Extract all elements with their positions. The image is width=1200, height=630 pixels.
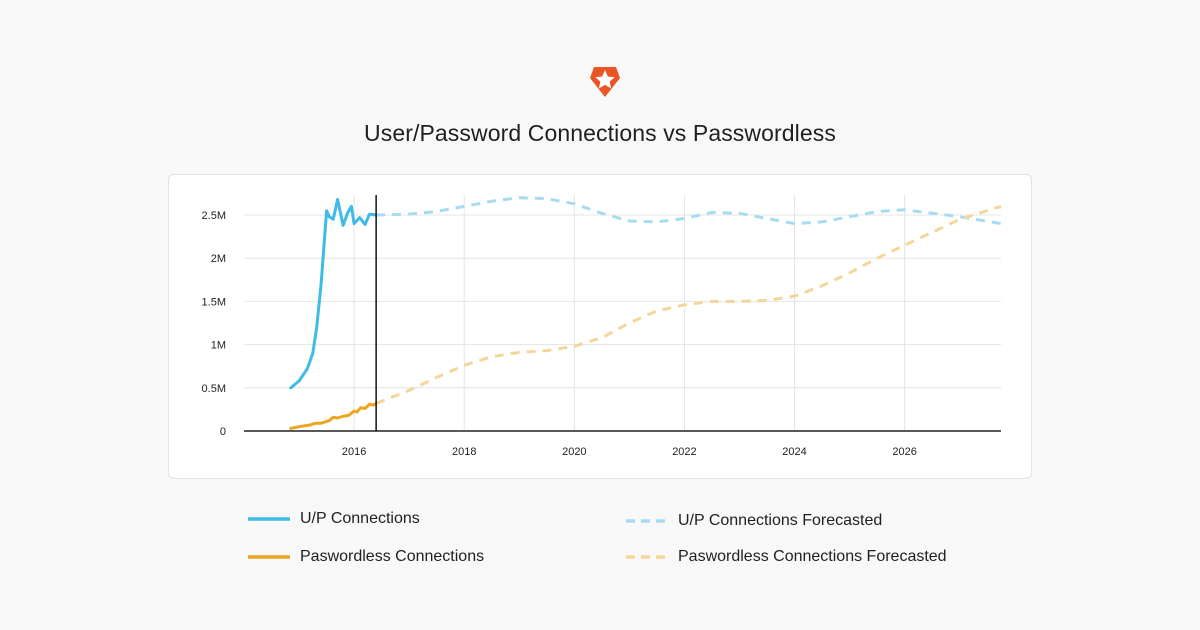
x-tick-label: 2026 [892,446,916,458]
legend-item-passwordless-connections-forecasted: Paswordless Connections Forecasted [626,548,947,566]
y-tick-label: 2.5M [202,210,226,222]
x-tick-label: 2016 [342,446,366,458]
series-line-paswordless-connections-forecasted [375,204,1002,405]
legend-label: Paswordless Connections Forecasted [678,548,947,565]
legend-swatch-solid-blue [248,517,290,521]
legend-item-passwordless-connections: Paswordless Connections [248,548,484,566]
series-line-paswordless-connections [289,401,378,430]
y-tick-label: 0 [220,426,226,438]
legend-label: U/P Connections Forecasted [678,512,883,529]
y-tick-label: 1M [211,340,226,352]
legend-swatch-dashed-blue [626,519,668,523]
y-tick-label: 2M [211,253,226,265]
legend-swatch-dashed-orange [626,555,668,559]
legend-label: Paswordless Connections [300,548,485,565]
chart-card: 0 0.5M 1M 1.5M 2M 2.5M 2016 2018 2020 2022 2024 202… [168,174,1032,479]
chart-title: User/Password Connections vs Passwordles… [364,120,836,146]
legend-item-up-connections-forecasted: U/P Connections Forecasted [626,512,882,530]
legend-item-up-connections: U/P Connections [248,510,420,528]
x-tick-label: 2018 [452,446,476,458]
x-tick-label: 2024 [782,446,806,458]
legend-swatch-solid-orange [248,555,290,559]
legend-label: U/P Connections [300,510,420,527]
x-tick-label: 2020 [562,446,586,458]
y-tick-label: 1.5M [202,296,226,308]
y-tick-label: 0.5M [202,383,226,395]
line-chart: 0 0.5M 1M 1.5M 2M 2.5M 2016 2018 2020 2022 2024 202… [202,195,1002,458]
series-line-u-p-connections [289,197,378,390]
x-tick-label: 2022 [672,446,696,458]
series-line-u-p-connections-forecasted [376,196,1002,226]
auth0-logo-icon [586,62,624,100]
